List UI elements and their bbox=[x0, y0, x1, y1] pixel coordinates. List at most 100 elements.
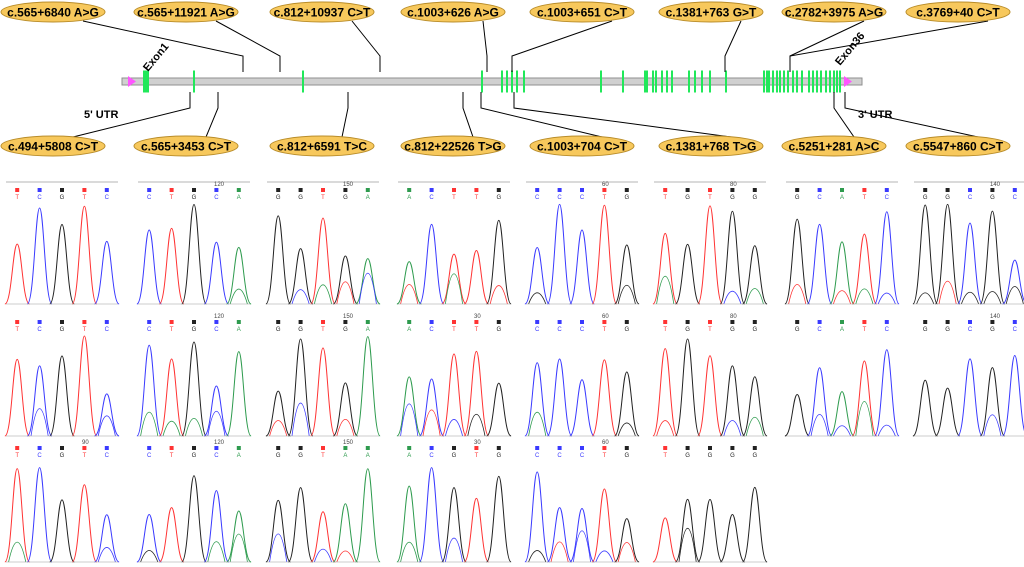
trace-peak bbox=[226, 351, 252, 437]
trace-peak bbox=[332, 255, 359, 305]
connector-line bbox=[215, 20, 281, 72]
base-call-marker bbox=[169, 446, 174, 450]
exon-bar bbox=[820, 70, 822, 93]
trace-peak bbox=[158, 358, 185, 437]
base-call-marker bbox=[321, 188, 325, 192]
base-call-marker bbox=[147, 320, 152, 324]
base-call-marker bbox=[214, 188, 219, 192]
base-letter: C bbox=[968, 327, 973, 333]
base-letter: T bbox=[321, 195, 325, 201]
trace-peak bbox=[528, 412, 547, 437]
utr5-label: 5' UTR bbox=[84, 109, 118, 121]
base-letter: C bbox=[214, 195, 219, 201]
base-call-marker bbox=[840, 188, 844, 192]
chromatogram-panel: 60 C C C T G bbox=[524, 440, 640, 563]
mutation-label-ellipse bbox=[269, 135, 375, 157]
exon-bar bbox=[694, 70, 696, 93]
base-letter: G bbox=[452, 453, 457, 459]
base-position-number: 80 bbox=[730, 182, 737, 188]
connector-line bbox=[462, 92, 474, 138]
exon-bar bbox=[671, 70, 673, 93]
base-letter: G bbox=[276, 453, 281, 459]
trace-peak bbox=[745, 416, 764, 437]
exon-bar bbox=[147, 70, 149, 93]
trace-peak bbox=[444, 419, 464, 437]
mutation-label-text: c.2782+3975 A>G bbox=[785, 6, 883, 20]
exon-bar bbox=[768, 70, 770, 93]
base-call-marker bbox=[147, 188, 152, 192]
trace-peak bbox=[877, 292, 896, 305]
base-call-marker bbox=[557, 446, 562, 450]
exon-track bbox=[143, 70, 841, 93]
base-call-marker bbox=[580, 320, 584, 324]
base-letter: T bbox=[603, 453, 607, 459]
trace-peak bbox=[71, 205, 98, 305]
trace-peak bbox=[158, 227, 185, 305]
mutation-label-text: c.812+6591 T>C bbox=[277, 140, 367, 154]
base-letter: G bbox=[192, 453, 197, 459]
base-position-number: 60 bbox=[602, 182, 609, 188]
base-letter: G bbox=[192, 327, 197, 333]
exon-bar bbox=[825, 70, 827, 93]
exon-bar bbox=[661, 70, 663, 93]
base-letter: C bbox=[429, 195, 434, 201]
chromatogram-panel: 140 G G C G C bbox=[912, 314, 1024, 437]
chromatogram-panel: 150 G G T G A bbox=[265, 314, 381, 437]
base-letter: C bbox=[147, 327, 152, 333]
chromatogram-panel: 60 C C C T G bbox=[524, 314, 640, 437]
base-call-marker bbox=[37, 188, 42, 192]
connector-line bbox=[72, 92, 191, 138]
trace-peak bbox=[49, 355, 75, 437]
chromatogram-grid: T C G T C T C G T C 90 T C G T C 120 C T G C A 120 C T G C A 120 C T G C… bbox=[4, 181, 1024, 563]
base-letter: G bbox=[752, 327, 757, 333]
trace-peak bbox=[418, 223, 445, 305]
trace-peak bbox=[400, 541, 419, 563]
trace-peak bbox=[97, 547, 116, 563]
exon-bar bbox=[808, 70, 810, 93]
base-call-marker bbox=[752, 320, 757, 324]
mutation-label-ellipse bbox=[269, 1, 375, 23]
base-letter: G bbox=[343, 327, 348, 333]
base-call-marker bbox=[365, 188, 370, 192]
base-letter: A bbox=[366, 453, 370, 459]
connector-line bbox=[341, 92, 349, 138]
trace-peak bbox=[203, 385, 230, 437]
base-letter: C bbox=[429, 453, 434, 459]
base-call-marker bbox=[752, 446, 757, 450]
base-call-marker bbox=[276, 320, 281, 324]
base-letter: C bbox=[885, 327, 890, 333]
mutation-label-text: c.5251+281 A>C bbox=[789, 140, 880, 154]
base-letter: T bbox=[603, 195, 607, 201]
mutation-label-ellipse bbox=[658, 1, 764, 23]
chromatogram-panel: 120 C T G C A bbox=[136, 181, 252, 305]
exon-bar bbox=[776, 70, 778, 93]
base-letter: A bbox=[840, 327, 844, 333]
utr3-marker bbox=[844, 76, 852, 87]
base-call-marker bbox=[945, 320, 950, 324]
exon-bar bbox=[812, 70, 814, 93]
base-letter: G bbox=[752, 453, 757, 459]
trace-peak bbox=[957, 222, 983, 305]
trace-peak bbox=[336, 550, 355, 563]
trace-peak bbox=[806, 367, 833, 437]
base-call-marker bbox=[945, 188, 950, 192]
base-call-marker bbox=[236, 320, 241, 324]
trace-peak bbox=[719, 210, 746, 305]
base-call-marker bbox=[862, 188, 867, 192]
trace-peak bbox=[400, 403, 419, 437]
base-call-marker bbox=[429, 446, 434, 450]
trace-peak bbox=[1002, 259, 1024, 305]
base-call-marker bbox=[580, 188, 584, 192]
mutation-label-ellipse bbox=[0, 135, 106, 157]
base-position-number: 60 bbox=[602, 440, 609, 446]
base-letter: C bbox=[535, 327, 540, 333]
mutation-label-text: c.812+22526 T>G bbox=[404, 140, 501, 154]
base-letter: A bbox=[343, 453, 347, 459]
mutation-label-text: c.3769+40 C>T bbox=[916, 6, 1000, 20]
base-position-number: 140 bbox=[990, 182, 1001, 188]
trace-peak bbox=[71, 484, 98, 563]
trace-peak bbox=[656, 420, 675, 437]
trace-peak bbox=[617, 422, 636, 437]
